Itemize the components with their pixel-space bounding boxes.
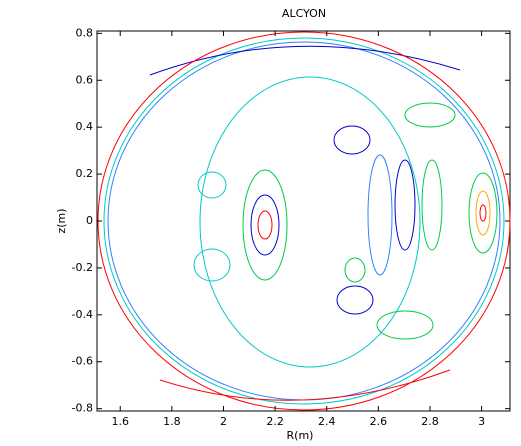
contour	[376, 310, 434, 340]
y-axis-label: z(m)	[55, 208, 68, 233]
x-tick-label: 1.6	[111, 415, 129, 428]
y-tick-label: 0	[86, 214, 93, 227]
contour	[193, 248, 231, 282]
contour	[336, 285, 374, 315]
y-tick-label: -0.2	[72, 261, 93, 274]
contour	[367, 154, 393, 276]
x-tick-label: 2.2	[266, 415, 284, 428]
contour	[475, 190, 491, 236]
contour	[468, 172, 498, 254]
x-tick-label: 2.6	[370, 415, 388, 428]
y-tick-label: 0.4	[76, 120, 94, 133]
contour	[250, 194, 280, 256]
contour-lines	[103, 37, 505, 405]
x-tick-label: 2.8	[421, 415, 439, 428]
x-tick-label: 2.4	[318, 415, 336, 428]
contour	[199, 76, 421, 368]
y-tick-label: -0.6	[72, 355, 93, 368]
y-tick-label: 0.8	[76, 26, 94, 39]
y-tick-label: 0.2	[76, 167, 94, 180]
x-axis-label: R(m)	[287, 429, 314, 442]
y-tick-label: 0.6	[76, 73, 94, 86]
x-tick-label: 3	[478, 415, 485, 428]
contour	[344, 257, 366, 283]
x-tick-label: 2	[220, 415, 227, 428]
contour	[394, 159, 416, 251]
contour	[404, 102, 456, 128]
y-tick-label: -0.4	[72, 308, 93, 321]
contour	[421, 159, 443, 251]
contour	[149, 45, 461, 76]
contour	[242, 169, 288, 281]
chart-title: ALCYON	[282, 7, 326, 20]
plot-frame	[96, 30, 511, 412]
contour	[479, 204, 487, 222]
x-tick-label: 1.8	[163, 415, 181, 428]
contour	[257, 210, 273, 240]
contour	[197, 171, 227, 199]
contour	[333, 125, 371, 155]
contour	[103, 37, 505, 405]
y-tick-label: -0.8	[72, 402, 93, 415]
